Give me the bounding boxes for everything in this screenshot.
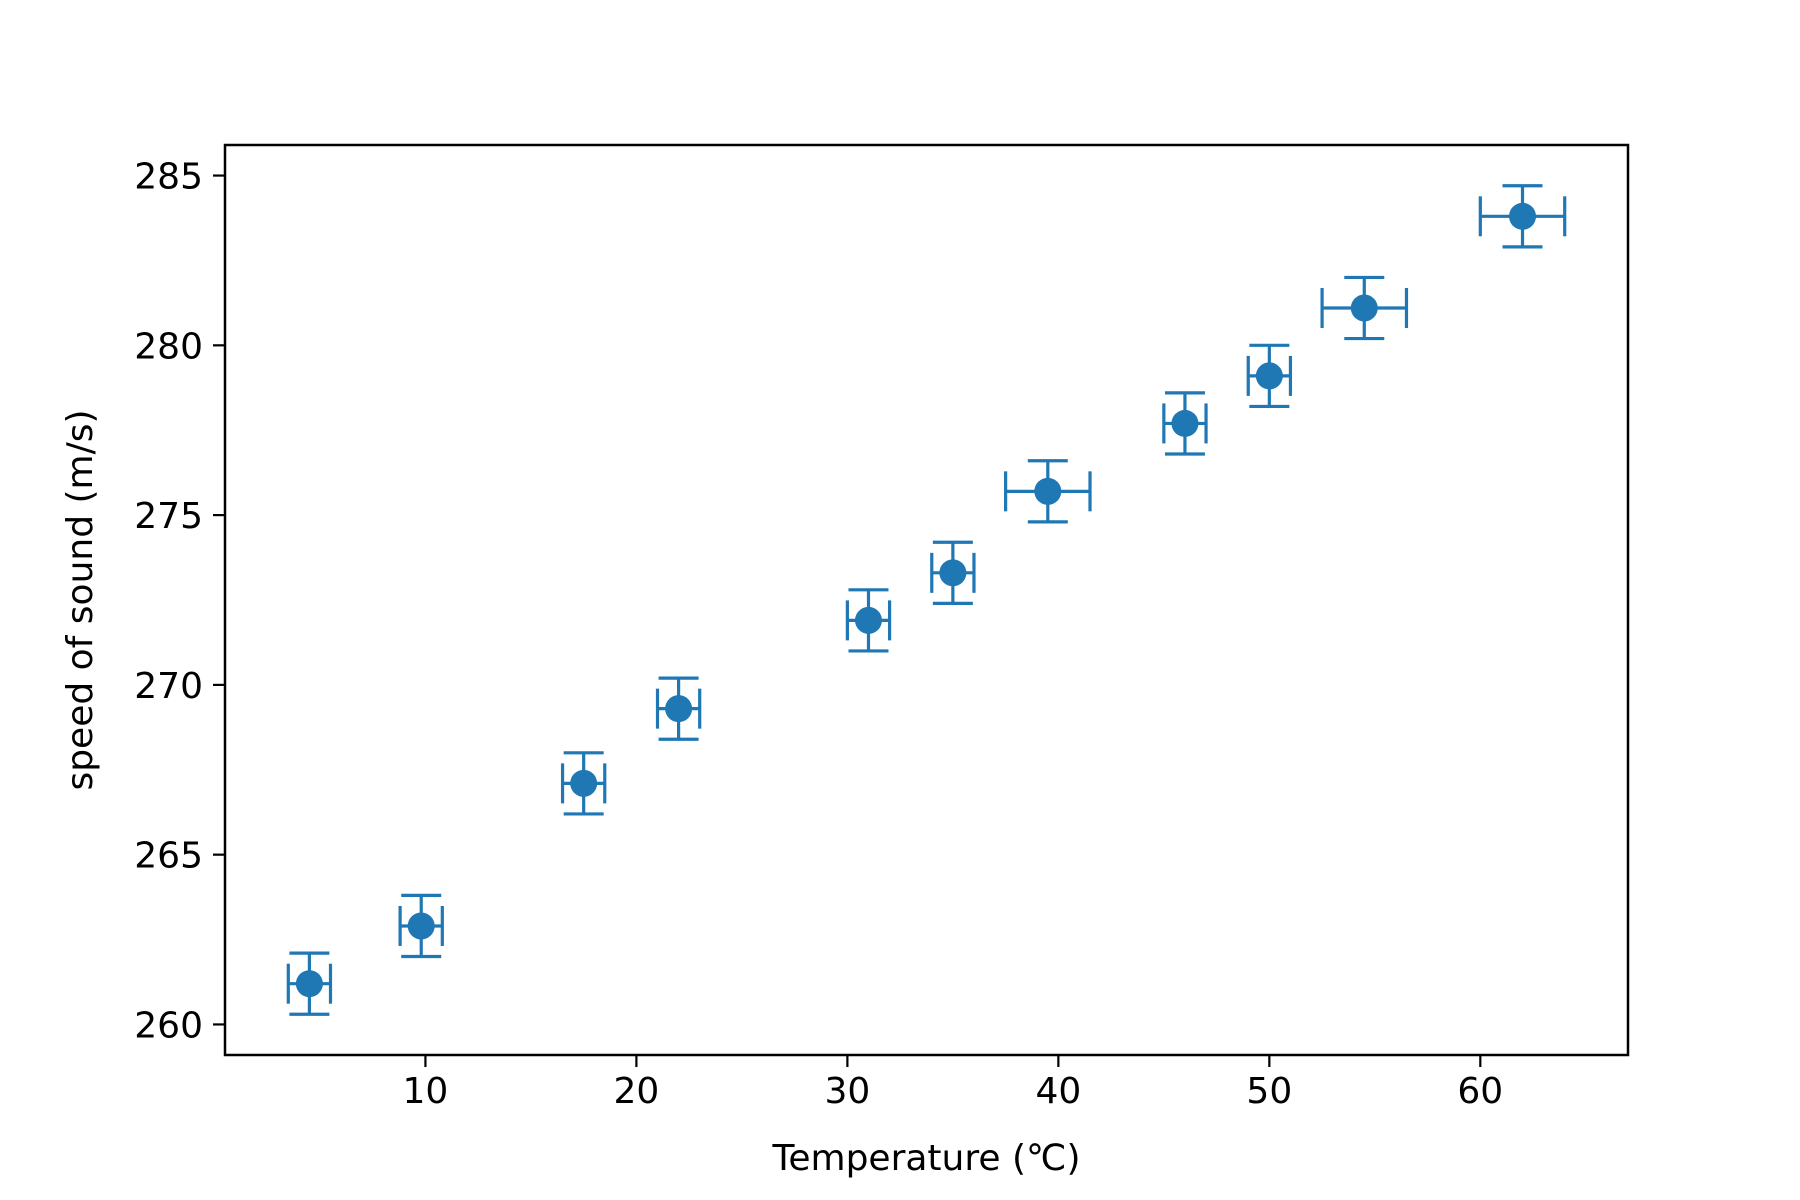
y-tick-label: 275 <box>134 496 203 537</box>
x-tick-label: 50 <box>1246 1071 1292 1112</box>
x-tick-label: 20 <box>613 1071 659 1112</box>
data-point <box>1509 202 1537 230</box>
y-tick-label: 270 <box>134 666 203 707</box>
data-point <box>1034 477 1062 505</box>
data-point <box>1350 294 1378 322</box>
x-tick-label: 30 <box>824 1071 870 1112</box>
x-tick-label: 40 <box>1035 1071 1081 1112</box>
data-point <box>939 559 967 587</box>
y-tick-label: 265 <box>134 836 203 877</box>
error-bar <box>1004 459 1092 524</box>
x-axis-label: Temperature (℃) <box>771 1138 1080 1179</box>
x-tick-label: 10 <box>403 1071 449 1112</box>
y-tick-label: 260 <box>134 1005 203 1046</box>
data-point <box>665 695 693 723</box>
data-point <box>854 606 882 634</box>
axis-ticks: 10 20 30 40 50 60 260 265 270 275 280 285 <box>134 157 1503 1112</box>
data-point <box>1255 362 1283 390</box>
y-tick-label: 280 <box>134 326 203 367</box>
y-tick-label: 285 <box>134 157 203 198</box>
data-point <box>407 912 435 940</box>
data-point <box>570 769 598 797</box>
data-point <box>295 970 323 998</box>
plot-frame <box>223 143 1630 1057</box>
x-tick-label: 60 <box>1457 1071 1503 1112</box>
data-points <box>295 202 1537 998</box>
data-point <box>1171 409 1199 437</box>
y-axis-label: speed of sound (m/s) <box>60 409 101 790</box>
